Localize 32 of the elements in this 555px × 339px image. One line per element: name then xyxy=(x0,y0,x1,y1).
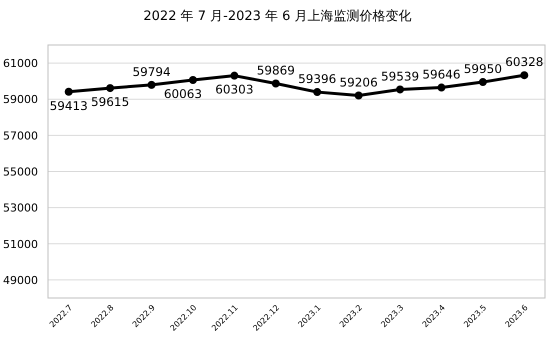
data-label: 59413 xyxy=(50,98,88,113)
point xyxy=(520,71,528,80)
y-tick-label: 53000 xyxy=(3,202,38,215)
point xyxy=(272,80,280,88)
point xyxy=(313,88,322,96)
point xyxy=(437,84,446,92)
point xyxy=(64,88,73,96)
data-label: 59646 xyxy=(422,68,461,82)
data-label: 60063 xyxy=(164,87,202,102)
point xyxy=(148,80,156,89)
y-tick-label: 49000 xyxy=(3,274,38,287)
data-label: 59206 xyxy=(340,75,378,90)
chart-title: 2022 年 7 月-2023 年 6 月上海监测价格变化 xyxy=(143,9,412,24)
point xyxy=(230,72,238,80)
point xyxy=(478,78,487,86)
data-label: 60328 xyxy=(505,55,544,70)
data-label: 59950 xyxy=(464,62,502,76)
data-label: 59396 xyxy=(298,72,336,86)
point xyxy=(396,85,404,94)
data-label: 59539 xyxy=(380,69,420,84)
y-tick-label: 55000 xyxy=(3,166,38,178)
y-tick-label: 59000 xyxy=(3,93,38,106)
point xyxy=(188,76,197,84)
point xyxy=(354,91,363,100)
data-label: 60303 xyxy=(215,82,254,97)
point xyxy=(106,84,114,92)
data-label: 59869 xyxy=(256,64,295,78)
y-tick-label: 57000 xyxy=(3,129,38,142)
data-label: 59794 xyxy=(132,64,171,79)
data-label: 59615 xyxy=(91,95,130,110)
y-tick-label: 61000 xyxy=(3,57,38,70)
y-tick-label: 51000 xyxy=(3,238,38,251)
